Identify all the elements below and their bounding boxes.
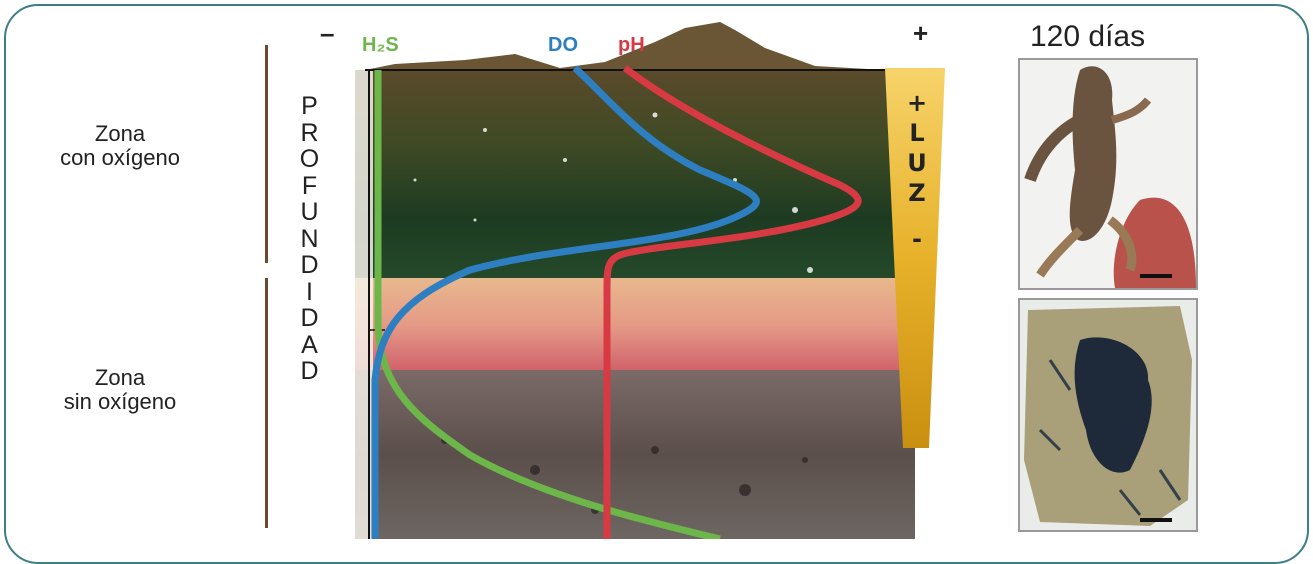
depth-letter: O [299, 145, 321, 173]
profiles-overlay [371, 65, 862, 539]
depth-letter: D [300, 357, 320, 385]
mineral-image [1020, 300, 1196, 530]
light-label: + L U Z - [905, 88, 929, 254]
light-letter: Z [908, 179, 926, 207]
depth-letter: U [300, 198, 320, 226]
h2s-label: H₂S [362, 34, 399, 56]
zone-no-oxygen-label: Zona sin oxígeno [50, 366, 190, 414]
do-curve [371, 65, 760, 539]
depth-letter: A [301, 330, 319, 359]
zone-no-oxygen-line2: sin oxígeno [63, 389, 177, 414]
minus-sign: – [320, 18, 335, 48]
light-letter: + [906, 89, 928, 117]
no-oxygen-zone-bracket [265, 278, 268, 528]
days-label: 120 días [1030, 20, 1146, 53]
depth-letter: N [300, 224, 320, 253]
ph-curve [603, 65, 862, 539]
zone-oxygen-label: Zona con oxígeno [50, 122, 190, 170]
zone-oxygen-line2: con oxígeno [60, 145, 180, 170]
zone-oxygen-line1: Zona [94, 121, 146, 146]
oxygen-zone-bracket [265, 45, 268, 263]
depth-letter: D [300, 251, 320, 279]
light-letter: U [907, 149, 927, 177]
depth-letter: I [306, 277, 314, 306]
frog-photo [1018, 58, 1198, 290]
depth-letter: D [300, 304, 320, 332]
depth-letter: R [300, 118, 320, 147]
depth-label: P R O F U N D I D A D [290, 93, 330, 385]
light-letter: L [909, 119, 925, 147]
depth-letter: P [301, 92, 319, 120]
frog-image [1020, 60, 1196, 288]
light-letter: - [912, 225, 922, 253]
depth-letter: F [301, 171, 319, 200]
h2s-curve [374, 70, 721, 539]
sediment-column-photo [355, 22, 915, 539]
zone-no-oxygen-line1: Zona [94, 365, 146, 390]
plus-sign: + [913, 18, 929, 48]
do-label: DO [548, 34, 578, 56]
ph-label: pH [618, 34, 645, 56]
light-gradient-wedge [885, 68, 945, 448]
mineral-photo [1018, 298, 1198, 532]
